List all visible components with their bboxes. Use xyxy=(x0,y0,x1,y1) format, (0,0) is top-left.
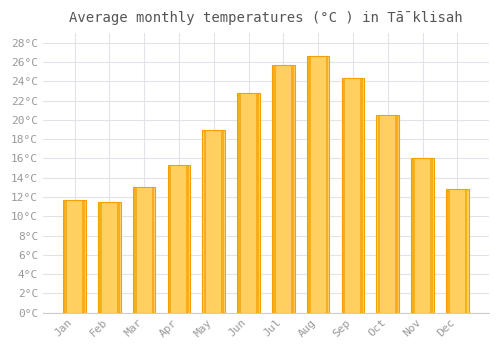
Bar xyxy=(152,187,154,313)
Bar xyxy=(238,93,241,313)
Bar xyxy=(342,78,364,313)
Bar xyxy=(63,200,86,313)
Bar xyxy=(133,187,156,313)
Bar xyxy=(117,202,119,313)
Bar xyxy=(273,65,276,313)
Bar xyxy=(82,200,84,313)
Bar xyxy=(430,159,432,313)
Bar xyxy=(221,130,224,313)
Bar xyxy=(360,78,363,313)
Bar xyxy=(186,165,189,313)
Bar xyxy=(291,65,294,313)
Bar xyxy=(256,93,258,313)
Bar xyxy=(99,202,102,313)
Bar xyxy=(446,189,468,313)
Bar xyxy=(204,130,206,313)
Bar xyxy=(308,56,310,313)
Bar xyxy=(272,65,294,313)
Bar xyxy=(342,78,345,313)
Bar xyxy=(169,165,172,313)
Title: Average monthly temperatures (°C ) in Tā̄klisah: Average monthly temperatures (°C ) in Tā… xyxy=(69,11,462,25)
Bar xyxy=(307,56,330,313)
Bar xyxy=(134,187,136,313)
Bar xyxy=(378,115,380,313)
Bar xyxy=(412,159,415,313)
Bar xyxy=(395,115,398,313)
Bar xyxy=(376,115,399,313)
Bar xyxy=(98,202,120,313)
Bar xyxy=(465,189,468,313)
Bar xyxy=(447,189,450,313)
Bar xyxy=(64,200,67,313)
Bar xyxy=(168,165,190,313)
Bar xyxy=(411,159,434,313)
Bar xyxy=(326,56,328,313)
Bar xyxy=(237,93,260,313)
Bar xyxy=(202,130,225,313)
